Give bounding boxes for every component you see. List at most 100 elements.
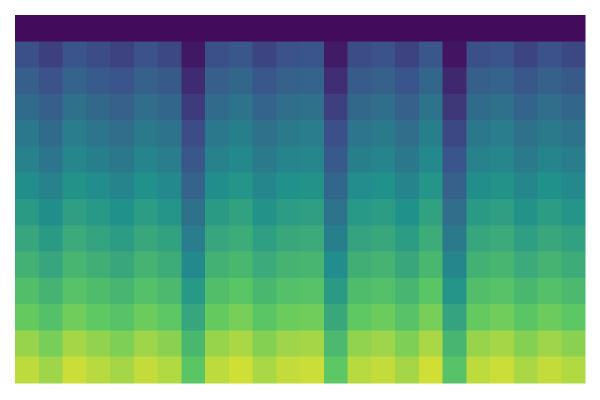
heatmap-cell: [466, 15, 491, 42]
heatmap-cell: [228, 15, 253, 42]
heatmap-cell: [561, 172, 586, 200]
heatmap-cell: [371, 330, 396, 358]
heatmap-cell: [15, 172, 40, 200]
heatmap-cell: [15, 67, 40, 95]
heatmap-cell: [276, 277, 301, 305]
heatmap-cell: [442, 172, 467, 200]
heatmap-cell: [38, 146, 63, 174]
heatmap-cell: [205, 304, 230, 331]
heatmap-cell: [490, 93, 515, 121]
heatmap-cell: [537, 120, 562, 147]
heatmap-cell: [38, 225, 63, 253]
heatmap-cell: [205, 93, 230, 121]
heatmap-cell: [157, 199, 182, 226]
heatmap-cell: [513, 15, 538, 42]
heatmap-cell: [490, 15, 515, 42]
heatmap-cell: [181, 93, 206, 121]
heatmap-cell: [300, 172, 325, 200]
heatmap-cell: [513, 251, 538, 279]
heatmap-cell: [181, 251, 206, 279]
heatmap-cell: [252, 41, 277, 69]
heatmap-cell: [418, 67, 443, 95]
heatmap-cell: [323, 330, 348, 358]
heatmap-cell: [418, 304, 443, 331]
heatmap-cell: [86, 67, 111, 95]
heatmap-cell: [323, 146, 348, 174]
heatmap-cell: [537, 199, 562, 226]
heatmap-cell: [86, 146, 111, 174]
heatmap-cell: [110, 41, 135, 69]
heatmap-cell: [252, 304, 277, 331]
heatmap-cell: [300, 356, 325, 384]
heatmap-cell: [15, 199, 40, 226]
heatmap-cell: [513, 199, 538, 226]
heatmap-cell: [490, 251, 515, 279]
heatmap-cell: [38, 93, 63, 121]
heatmap-cell: [347, 15, 372, 42]
heatmap-cell: [228, 146, 253, 174]
heatmap-cell: [62, 67, 87, 95]
heatmap-cell: [252, 15, 277, 42]
heatmap-cell: [62, 15, 87, 42]
heatmap-cell: [205, 120, 230, 147]
heatmap-cell: [133, 67, 158, 95]
heatmap-cell: [205, 15, 230, 42]
heatmap-cell: [110, 146, 135, 174]
heatmap-cell: [347, 120, 372, 147]
heatmap-cell: [466, 146, 491, 174]
heatmap-cell: [513, 277, 538, 305]
heatmap-cell: [418, 146, 443, 174]
heatmap-cell: [347, 356, 372, 384]
heatmap-cell: [86, 330, 111, 358]
heatmap-cell: [300, 277, 325, 305]
heatmap-cell: [228, 199, 253, 226]
heatmap-cell: [15, 15, 40, 42]
heatmap-cell: [62, 199, 87, 226]
heatmap-cell: [323, 41, 348, 69]
heatmap-cell: [442, 304, 467, 331]
heatmap-cell: [561, 251, 586, 279]
heatmap-cell: [418, 41, 443, 69]
heatmap-cell: [513, 146, 538, 174]
heatmap-cell: [395, 277, 420, 305]
heatmap-cell: [395, 15, 420, 42]
heatmap-cell: [276, 330, 301, 358]
heatmap-cell: [15, 251, 40, 279]
heatmap-cell: [181, 120, 206, 147]
heatmap-cell: [300, 120, 325, 147]
heatmap-cell: [561, 277, 586, 305]
heatmap-cell: [157, 356, 182, 384]
heatmap-cell: [205, 172, 230, 200]
heatmap-cell: [561, 330, 586, 358]
heatmap-cell: [133, 277, 158, 305]
heatmap-cell: [110, 330, 135, 358]
heatmap-cell: [110, 93, 135, 121]
heatmap-cell: [561, 67, 586, 95]
heatmap-cell: [62, 251, 87, 279]
heatmap-cell: [537, 225, 562, 253]
heatmap-cell: [490, 304, 515, 331]
heatmap-cell: [466, 67, 491, 95]
heatmap-cell: [228, 277, 253, 305]
heatmap-cell: [442, 199, 467, 226]
heatmap-cell: [205, 277, 230, 305]
heatmap-cell: [490, 67, 515, 95]
heatmap-cell: [300, 41, 325, 69]
heatmap-cell: [15, 330, 40, 358]
heatmap-cell: [371, 277, 396, 305]
heatmap-cell: [347, 67, 372, 95]
heatmap-cell: [371, 15, 396, 42]
heatmap-cell: [490, 146, 515, 174]
heatmap-cell: [418, 199, 443, 226]
heatmap-cell: [442, 251, 467, 279]
heatmap-cell: [561, 93, 586, 121]
heatmap-cell: [62, 172, 87, 200]
heatmap-cell: [62, 277, 87, 305]
heatmap-cell: [371, 93, 396, 121]
heatmap-cell: [157, 41, 182, 69]
heatmap-cell: [252, 93, 277, 121]
heatmap-cell: [418, 93, 443, 121]
heatmap-cell: [181, 330, 206, 358]
heatmap-cell: [62, 146, 87, 174]
heatmap-cell: [15, 304, 40, 331]
